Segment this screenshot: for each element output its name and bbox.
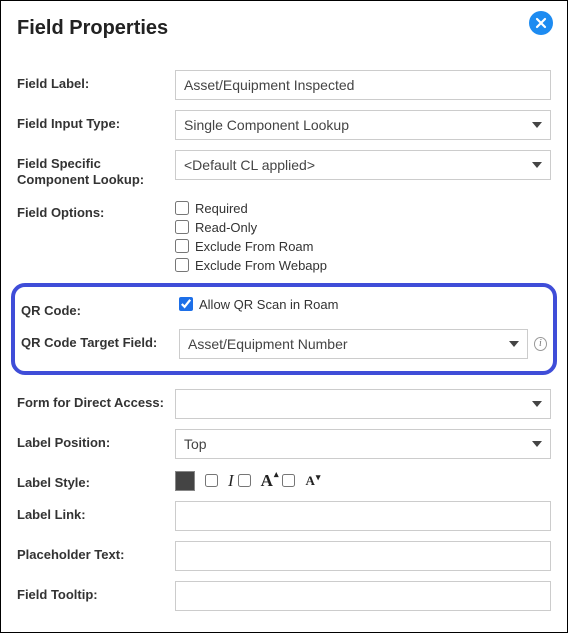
row-qr-target: QR Code Target Field: Asset/Equipment Nu… xyxy=(21,329,547,359)
label-label-position: Label Position: xyxy=(17,429,175,451)
row-qr-code: QR Code: Allow QR Scan in Roam xyxy=(21,297,547,319)
label-component-lookup: Field Specific Component Lookup: xyxy=(17,150,175,189)
style-smaller[interactable]: A xyxy=(305,474,320,487)
component-lookup-select[interactable]: <Default CL applied> xyxy=(175,150,551,180)
panel-title: Field Properties xyxy=(17,17,551,40)
label-input-type: Field Input Type: xyxy=(17,110,175,132)
label-style-controls: I A A xyxy=(175,469,551,491)
field-options-group: Required Read-Only Exclude From Roam Exc… xyxy=(175,199,551,273)
qr-highlight-box: QR Code: Allow QR Scan in Roam QR Code T… xyxy=(11,283,557,375)
row-component-lookup: Field Specific Component Lookup: <Defaul… xyxy=(17,150,551,189)
readonly-checkbox[interactable] xyxy=(175,220,189,234)
row-placeholder-text: Placeholder Text: xyxy=(17,541,551,571)
required-checkbox[interactable] xyxy=(175,201,189,215)
label-qr-target: QR Code Target Field: xyxy=(21,329,179,351)
input-type-select[interactable]: Single Component Lookup xyxy=(175,110,551,140)
label-field-tooltip: Field Tooltip: xyxy=(17,581,175,603)
font-larger-icon: A xyxy=(261,472,279,489)
qr-allow-scan-checkbox[interactable] xyxy=(179,297,193,311)
label-link-input[interactable] xyxy=(175,501,551,531)
italic-icon: I xyxy=(228,472,234,489)
style-bold[interactable] xyxy=(205,474,218,487)
label-label-style: Label Style: xyxy=(17,469,175,491)
style-italic[interactable]: I xyxy=(228,472,251,489)
option-required[interactable]: Required xyxy=(175,201,551,216)
field-tooltip-input[interactable] xyxy=(175,581,551,611)
style-larger[interactable]: A xyxy=(261,472,296,489)
label-form-direct: Form for Direct Access: xyxy=(17,389,175,411)
row-label-style: Label Style: I A A xyxy=(17,469,551,491)
label-field-label: Field Label: xyxy=(17,70,175,92)
info-icon[interactable]: i xyxy=(534,337,547,351)
style-bold-checkbox[interactable] xyxy=(205,474,218,487)
form-direct-select[interactable] xyxy=(175,389,551,419)
row-input-type: Field Input Type: Single Component Looku… xyxy=(17,110,551,140)
option-exclude-webapp[interactable]: Exclude From Webapp xyxy=(175,258,551,273)
row-field-label: Field Label: xyxy=(17,70,551,100)
label-qr-code: QR Code: xyxy=(21,297,179,319)
exclude-webapp-checkbox[interactable] xyxy=(175,258,189,272)
label-position-select[interactable]: Top xyxy=(175,429,551,459)
placeholder-text-input[interactable] xyxy=(175,541,551,571)
style-larger-checkbox[interactable] xyxy=(282,474,295,487)
row-form-direct: Form for Direct Access: xyxy=(17,389,551,419)
label-field-options: Field Options: xyxy=(17,199,175,221)
row-field-options: Field Options: Required Read-Only Exclud… xyxy=(17,199,551,273)
font-smaller-icon: A xyxy=(305,474,320,487)
row-label-position: Label Position: Top xyxy=(17,429,551,459)
qr-target-select[interactable]: Asset/Equipment Number xyxy=(179,329,528,359)
field-properties-panel: Field Properties Field Label: Field Inpu… xyxy=(0,0,568,633)
exclude-roam-checkbox[interactable] xyxy=(175,239,189,253)
label-placeholder-text: Placeholder Text: xyxy=(17,541,175,563)
style-color-swatch[interactable] xyxy=(175,471,195,491)
field-label-input[interactable] xyxy=(175,70,551,100)
row-field-tooltip: Field Tooltip: xyxy=(17,581,551,611)
option-exclude-roam[interactable]: Exclude From Roam xyxy=(175,239,551,254)
label-label-link: Label Link: xyxy=(17,501,175,523)
qr-allow-scan[interactable]: Allow QR Scan in Roam xyxy=(179,297,338,312)
style-italic-checkbox[interactable] xyxy=(238,474,251,487)
close-button[interactable] xyxy=(529,11,553,35)
row-label-link: Label Link: xyxy=(17,501,551,531)
close-icon xyxy=(535,17,547,29)
option-readonly[interactable]: Read-Only xyxy=(175,220,551,235)
